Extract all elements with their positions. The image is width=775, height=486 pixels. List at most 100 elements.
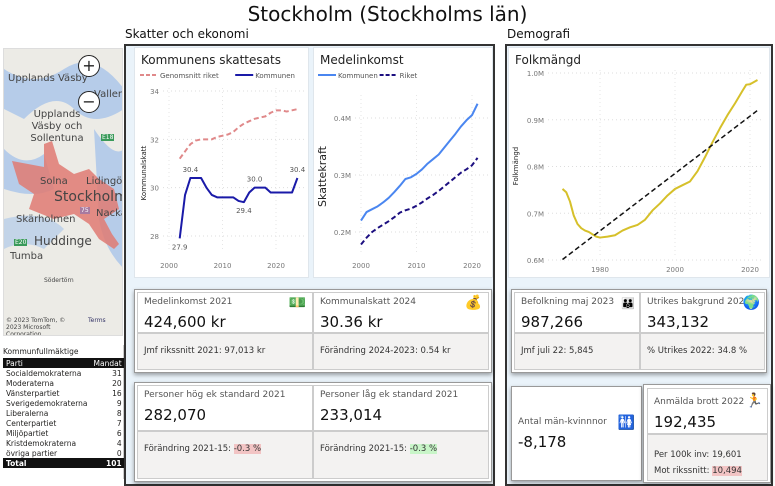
map-label: Tumba (10, 251, 44, 262)
table-row[interactable]: Vänsterpartiet 16 (3, 388, 125, 398)
table-row[interactable]: Sverigedemokraterna 9 (3, 398, 125, 408)
table-row[interactable]: Socialdemokraterna 31 (3, 368, 125, 378)
money-bag-icon: 💰 (464, 295, 482, 311)
kpi-befolkning-footer: Jmf juli 22: 5,845 (514, 333, 640, 370)
municipality-region[interactable] (12, 141, 119, 249)
kpi-value: 343,132 (647, 313, 710, 331)
section-title-econ: Skatter och ekonomi (125, 27, 249, 41)
council-table-visual: Kommunfullmäktige Parti Mandat Socialdemo… (0, 345, 125, 479)
party-name: Miljöpartiet (6, 428, 49, 438)
mandat-count: 0 (116, 448, 122, 458)
kpi-value: -8,178 (518, 433, 567, 451)
kpi-subtext: Förändring 2021-15: (144, 444, 234, 454)
table-row[interactable]: Liberalerna 8 (3, 408, 125, 418)
kpi-label: Personer hög ek standard 2021 (144, 390, 286, 400)
mandat-count: 6 (116, 428, 122, 438)
kpi-brott-footer: Per 100k inv: 19,601 Mot rikssnitt: 10,4… (647, 434, 768, 481)
total-label: Total (3, 458, 91, 468)
kpi-subtext: Förändring 2024-2023: 0.54 kr (320, 346, 451, 356)
chart-title: Folkmängd (515, 53, 581, 67)
kpi-brott: Anmälda brott 2022 192,435 🏃 Per 100k in… (643, 384, 771, 483)
map-label: Södertörn (44, 277, 74, 284)
kpi-lag-standard: Personer låg ek standard 2021 233,014 (313, 385, 489, 431)
kpi-subtext: Förändring 2021-15: (320, 444, 410, 454)
kpi-label: Utrikes bakgrund 2022 (647, 297, 751, 307)
road-label: E20 (14, 239, 28, 246)
party-name: Socialdemokraterna (6, 368, 82, 378)
kpi-label: Personer låg ek standard 2021 (320, 390, 459, 400)
kpi-utrikes: Utrikes bakgrund 2022 343,132 🌍 (640, 292, 765, 333)
kpi-kommunalskatt-footer: Förändring 2024-2023: 0.54 kr (313, 333, 489, 370)
mandat-count: 31 (112, 368, 122, 378)
man-woman-icon: 🚻 (617, 415, 635, 431)
table-row[interactable]: Moderaterna 20 (3, 378, 125, 388)
kpi-group-income: Medelinkomst 2021 424,600 kr 💵 Jmf rikss… (134, 289, 492, 373)
map-label: Solna (40, 176, 68, 187)
kpi-subtext: % Utrikes 2022: 34.8 % (647, 346, 748, 356)
kpi-hog-footer: Förändring 2021-15: -0.3 % (137, 431, 313, 479)
kpi-label: Medelinkomst 2021 (144, 297, 233, 307)
road-label: E18 (101, 134, 115, 141)
total-value: 101 (90, 458, 125, 468)
tax-rate-chart: Kommunens skattesats (134, 47, 309, 278)
mandat-count: 7 (116, 418, 122, 428)
road-label: 75 (80, 207, 90, 214)
kpi-label: Anmälda brott 2022 (654, 397, 745, 407)
map-label: Upplands Väsby (8, 73, 88, 84)
map-label: Lidingö (86, 176, 123, 187)
income-chart: Medelinkomst (313, 47, 493, 278)
party-name: Liberalerna (6, 408, 49, 418)
population-chart: Folkmängd (508, 47, 770, 278)
map[interactable]: Upplands Väsby Upplands Väsby och Sollen… (3, 48, 123, 336)
chart-title: Kommunens skattesats (141, 53, 281, 67)
kpi-value: 30.36 kr (320, 313, 383, 331)
zoom-out-button[interactable]: − (78, 91, 100, 113)
party-name: Centerpartiet (6, 418, 57, 428)
map-label: Skärholmen (16, 214, 76, 225)
kpi-subtext: Per 100k inv: 19,601 (654, 450, 742, 460)
map-label: Nacka (96, 208, 122, 219)
kpi-lag-footer: Förändring 2021-15: -0.3 % (313, 431, 489, 479)
column-header-mandat[interactable]: Mandat (90, 358, 125, 368)
kpi-befolkning: Befolkning maj 2023 987,266 👪 (514, 292, 640, 333)
kpi-utrikes-footer: % Utrikes 2022: 34.8 % (640, 333, 765, 370)
kpi-man-kvinna: Antal män-kvinnnor -8,178 🚻 (511, 386, 642, 481)
map-label: Upplands Väsby och Sollentuna (30, 109, 84, 144)
kpi-subtext: Jmf rikssnitt 2021: 97,013 kr (144, 346, 266, 356)
kpi-medelinkomst: Medelinkomst 2021 424,600 kr 💵 (137, 292, 313, 333)
party-name: Kristdemokraterna (6, 438, 77, 448)
table-row[interactable]: övriga partier 0 (3, 448, 125, 458)
table-title: Kommunfullmäktige (3, 347, 79, 356)
globe-icon: 🌍 (742, 295, 760, 311)
kpi-group-standard: Personer hög ek standard 2021 282,070 Fö… (134, 382, 492, 482)
kpi-delta-positive: -0.3 % (409, 444, 438, 454)
map-label: Stockholm (54, 189, 123, 205)
party-name: Vänsterpartiet (6, 388, 60, 398)
map-copyright: © 2023 TomTom, © 2023 Microsoft Corporat… (6, 317, 66, 336)
kpi-group-population: Befolkning maj 2023 987,266 👪 Jmf juli 2… (511, 289, 767, 373)
kpi-value: 192,435 (654, 413, 717, 431)
kpi-subtext: Jmf juli 22: 5,845 (521, 346, 594, 356)
money-icon: 💵 (288, 295, 306, 311)
party-name: övriga partier (6, 448, 58, 458)
kpi-value: 282,070 (144, 406, 207, 424)
map-terms-link[interactable]: Terms (88, 317, 106, 324)
people-icon: 👪 (621, 297, 635, 310)
table-row[interactable]: Centerpartiet 7 (3, 418, 125, 428)
mandat-count: 20 (112, 378, 122, 388)
mandat-count: 16 (112, 388, 122, 398)
party-name: Sverigedemokraterna (6, 398, 88, 408)
mandat-count: 9 (116, 398, 122, 408)
kpi-value: 233,014 (320, 406, 383, 424)
column-header-party[interactable]: Parti (3, 358, 91, 368)
table-row[interactable]: Kristdemokraterna 4 (3, 438, 125, 448)
party-name: Moderaterna (6, 378, 54, 388)
kpi-label: Antal män-kvinnnor (518, 417, 607, 427)
map-label: Huddinge (34, 234, 92, 248)
chart-title: Medelinkomst (320, 53, 404, 67)
zoom-in-button[interactable]: + (78, 55, 100, 77)
table-row[interactable]: Miljöpartiet 6 (3, 428, 125, 438)
mandat-count: 8 (116, 408, 122, 418)
mandat-count: 4 (116, 438, 122, 448)
kpi-medelinkomst-footer: Jmf rikssnitt 2021: 97,013 kr (137, 333, 313, 370)
